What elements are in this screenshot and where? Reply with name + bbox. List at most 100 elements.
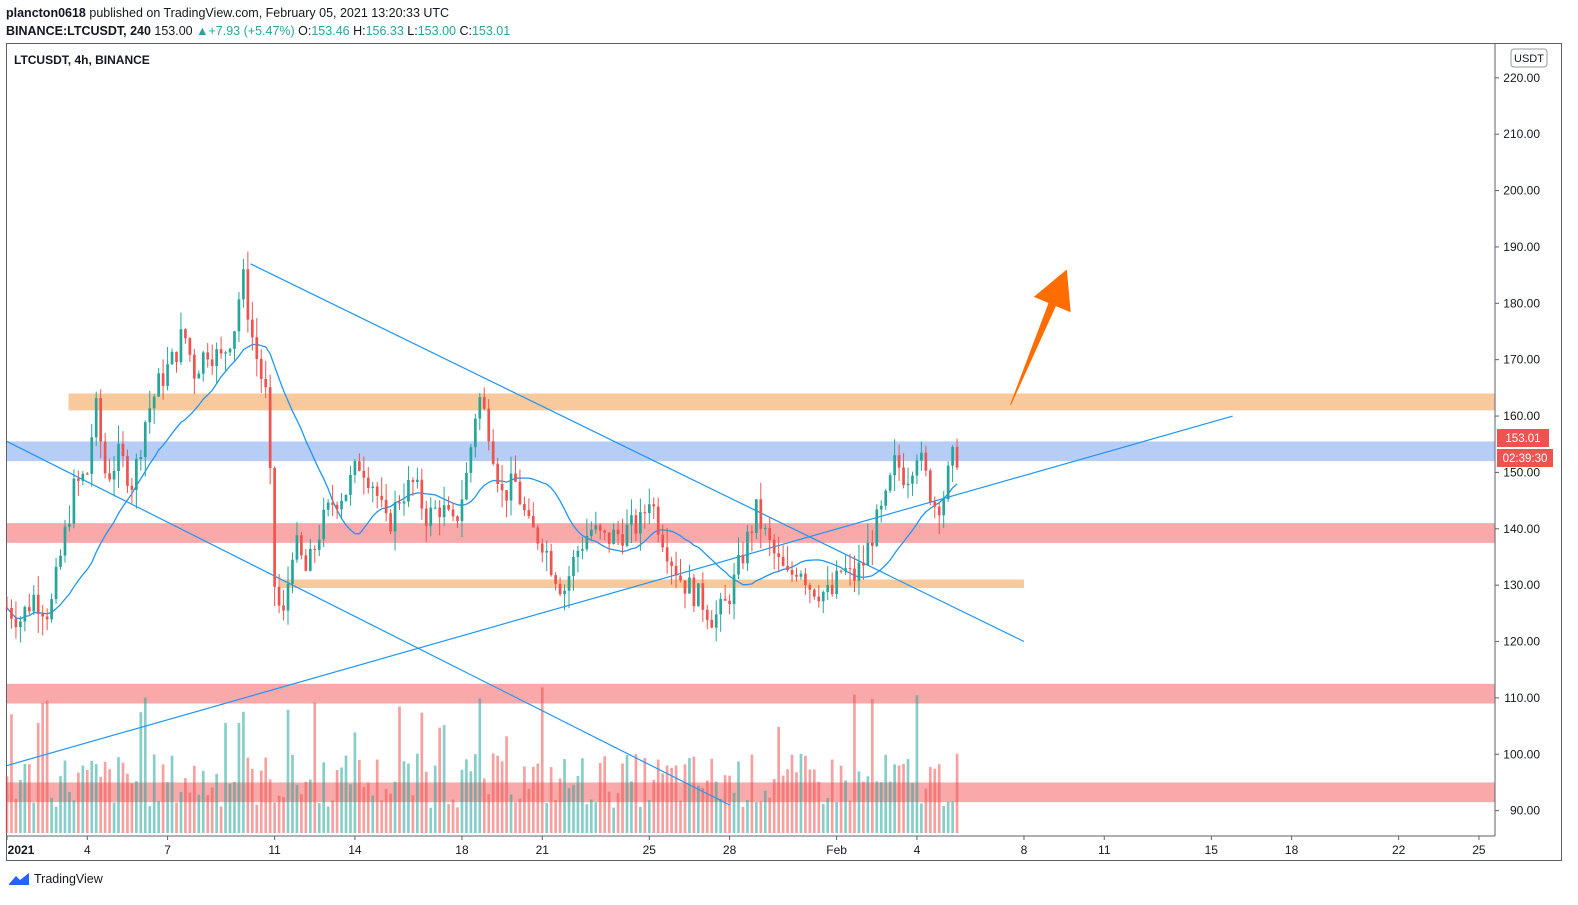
candle-body	[674, 565, 678, 576]
volume-bar	[514, 802, 517, 833]
volume-bar	[817, 781, 821, 833]
countdown-badge: 02:39:30	[1497, 449, 1553, 467]
candle-body	[897, 455, 901, 468]
volume-bar	[607, 791, 611, 833]
volume-bar	[282, 797, 285, 833]
candle-body	[242, 269, 245, 300]
candle-body	[90, 437, 94, 474]
candle-body	[442, 505, 446, 518]
candle-body	[108, 473, 111, 480]
volume-bar	[317, 803, 321, 833]
candle-body	[224, 352, 227, 354]
time-axis[interactable]: 2021 4 7 11 14 18 21 25 28 Feb 4 8 11 15 18 22 25	[6, 836, 1486, 857]
volume-bar	[795, 772, 798, 833]
volume-bar	[228, 783, 232, 833]
publisher-name[interactable]: plancton0618	[6, 6, 86, 20]
volume-bar	[634, 754, 638, 833]
candle-body	[389, 513, 392, 532]
volume-bar	[835, 802, 838, 833]
volume-bar	[32, 802, 36, 833]
price-axis[interactable]: 220.00 210.00 200.00 190.00 180.00 170.00 160.…	[1495, 71, 1540, 818]
tradingview-branding[interactable]: TradingView	[8, 872, 103, 886]
zone-red-4	[7, 683, 1495, 704]
candle-body	[924, 452, 928, 471]
candle-body	[594, 525, 598, 530]
candle-body	[54, 566, 58, 600]
candle-body	[482, 397, 486, 409]
candle-body	[41, 613, 45, 617]
candle-body	[786, 565, 789, 571]
x-tick-label: Feb	[826, 843, 847, 857]
candle-body	[554, 575, 557, 584]
candle-body	[527, 510, 531, 517]
candle-body	[866, 542, 870, 566]
candle-body	[853, 568, 856, 581]
volume-bar	[295, 785, 299, 833]
candle-body	[955, 446, 959, 468]
candle-body	[942, 499, 946, 516]
candle-body	[219, 349, 223, 354]
volume-bar	[906, 759, 910, 833]
volume-bar	[830, 759, 834, 833]
candle-body	[701, 583, 705, 610]
volume-bar	[291, 754, 294, 833]
x-tick-label: 11	[268, 843, 281, 857]
volume-bar	[558, 778, 562, 833]
candle-body	[665, 547, 669, 562]
volume-bar	[166, 782, 169, 833]
candle-body	[474, 418, 477, 448]
volume-bar	[585, 804, 589, 833]
chart-header: plancton0618 published on TradingView.co…	[6, 4, 510, 40]
countdown-label: 02:39:30	[1503, 453, 1548, 465]
candle-body	[358, 461, 361, 471]
candle-body	[393, 502, 397, 532]
volume-bar	[643, 757, 647, 833]
x-tick-label: 4	[914, 843, 921, 857]
volume-bar	[438, 727, 441, 833]
candle-body	[411, 480, 415, 483]
candle-body	[768, 528, 772, 540]
y-tick-label: 160.00	[1503, 409, 1540, 423]
candle-body	[496, 463, 499, 485]
candle-body	[862, 562, 865, 566]
volume-bar	[697, 785, 700, 833]
volume-bar	[389, 793, 392, 833]
volume-bar	[621, 763, 624, 833]
volume-bar	[603, 756, 607, 833]
candle-body	[465, 472, 468, 500]
candle-body	[737, 555, 740, 575]
volume-bar	[268, 779, 272, 833]
volume-bar	[460, 769, 464, 833]
candle-body	[505, 490, 508, 501]
candle-body	[469, 447, 473, 473]
candle-body	[888, 475, 892, 491]
candle-body	[884, 490, 888, 506]
candle-body	[152, 396, 156, 409]
volume-bar	[63, 760, 67, 833]
candle-body	[902, 467, 905, 486]
volume-bar	[857, 771, 861, 833]
candle-body	[647, 504, 651, 514]
volume-bar	[951, 801, 954, 833]
volume-bar	[870, 698, 874, 833]
candle-body	[166, 364, 169, 386]
volume-bar	[300, 794, 303, 833]
volume-bar	[804, 755, 807, 833]
currency-badge[interactable]: USDT	[1510, 48, 1548, 68]
candle-body	[59, 555, 62, 567]
candle-body	[670, 561, 673, 566]
y-tick-label: 130.00	[1503, 578, 1540, 592]
candle-body	[188, 338, 192, 355]
volume-bar	[781, 775, 785, 833]
volume-bar	[848, 800, 852, 833]
candle-body	[19, 621, 22, 628]
volume-bar	[500, 761, 504, 833]
y-tick-label: 170.00	[1503, 353, 1540, 367]
candle-body	[661, 534, 665, 548]
volume-bar	[844, 780, 847, 833]
candle-body	[250, 319, 254, 338]
volume-bar	[755, 802, 758, 833]
volume-bar	[875, 781, 879, 833]
volume-bar	[255, 804, 259, 833]
